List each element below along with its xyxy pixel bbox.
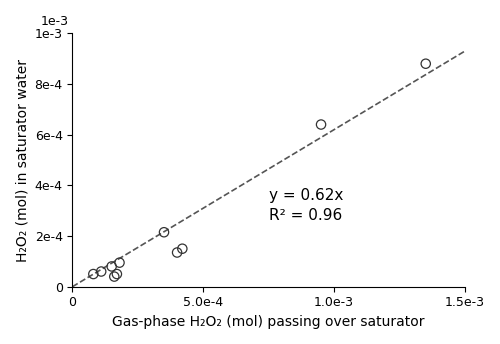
Point (97, 269, 105, 274)
Point (113, 271, 121, 277)
Point (317, 122, 325, 127)
Point (108, 264, 116, 269)
Text: y = 0.62x: y = 0.62x (268, 188, 343, 203)
Point (116, 260, 124, 266)
Text: 1e-3: 1e-3 (40, 15, 68, 28)
Y-axis label: H₂O₂ (mol) in saturator water: H₂O₂ (mol) in saturator water (15, 58, 29, 261)
Point (110, 274, 118, 279)
Point (178, 246, 186, 251)
X-axis label: Gas-phase H₂O₂ (mol) passing over saturator: Gas-phase H₂O₂ (mol) passing over satura… (112, 315, 425, 329)
Point (90, 271, 98, 277)
Point (160, 229, 168, 235)
Point (173, 250, 181, 255)
Point (422, 61, 430, 66)
Text: R² = 0.96: R² = 0.96 (268, 208, 342, 223)
